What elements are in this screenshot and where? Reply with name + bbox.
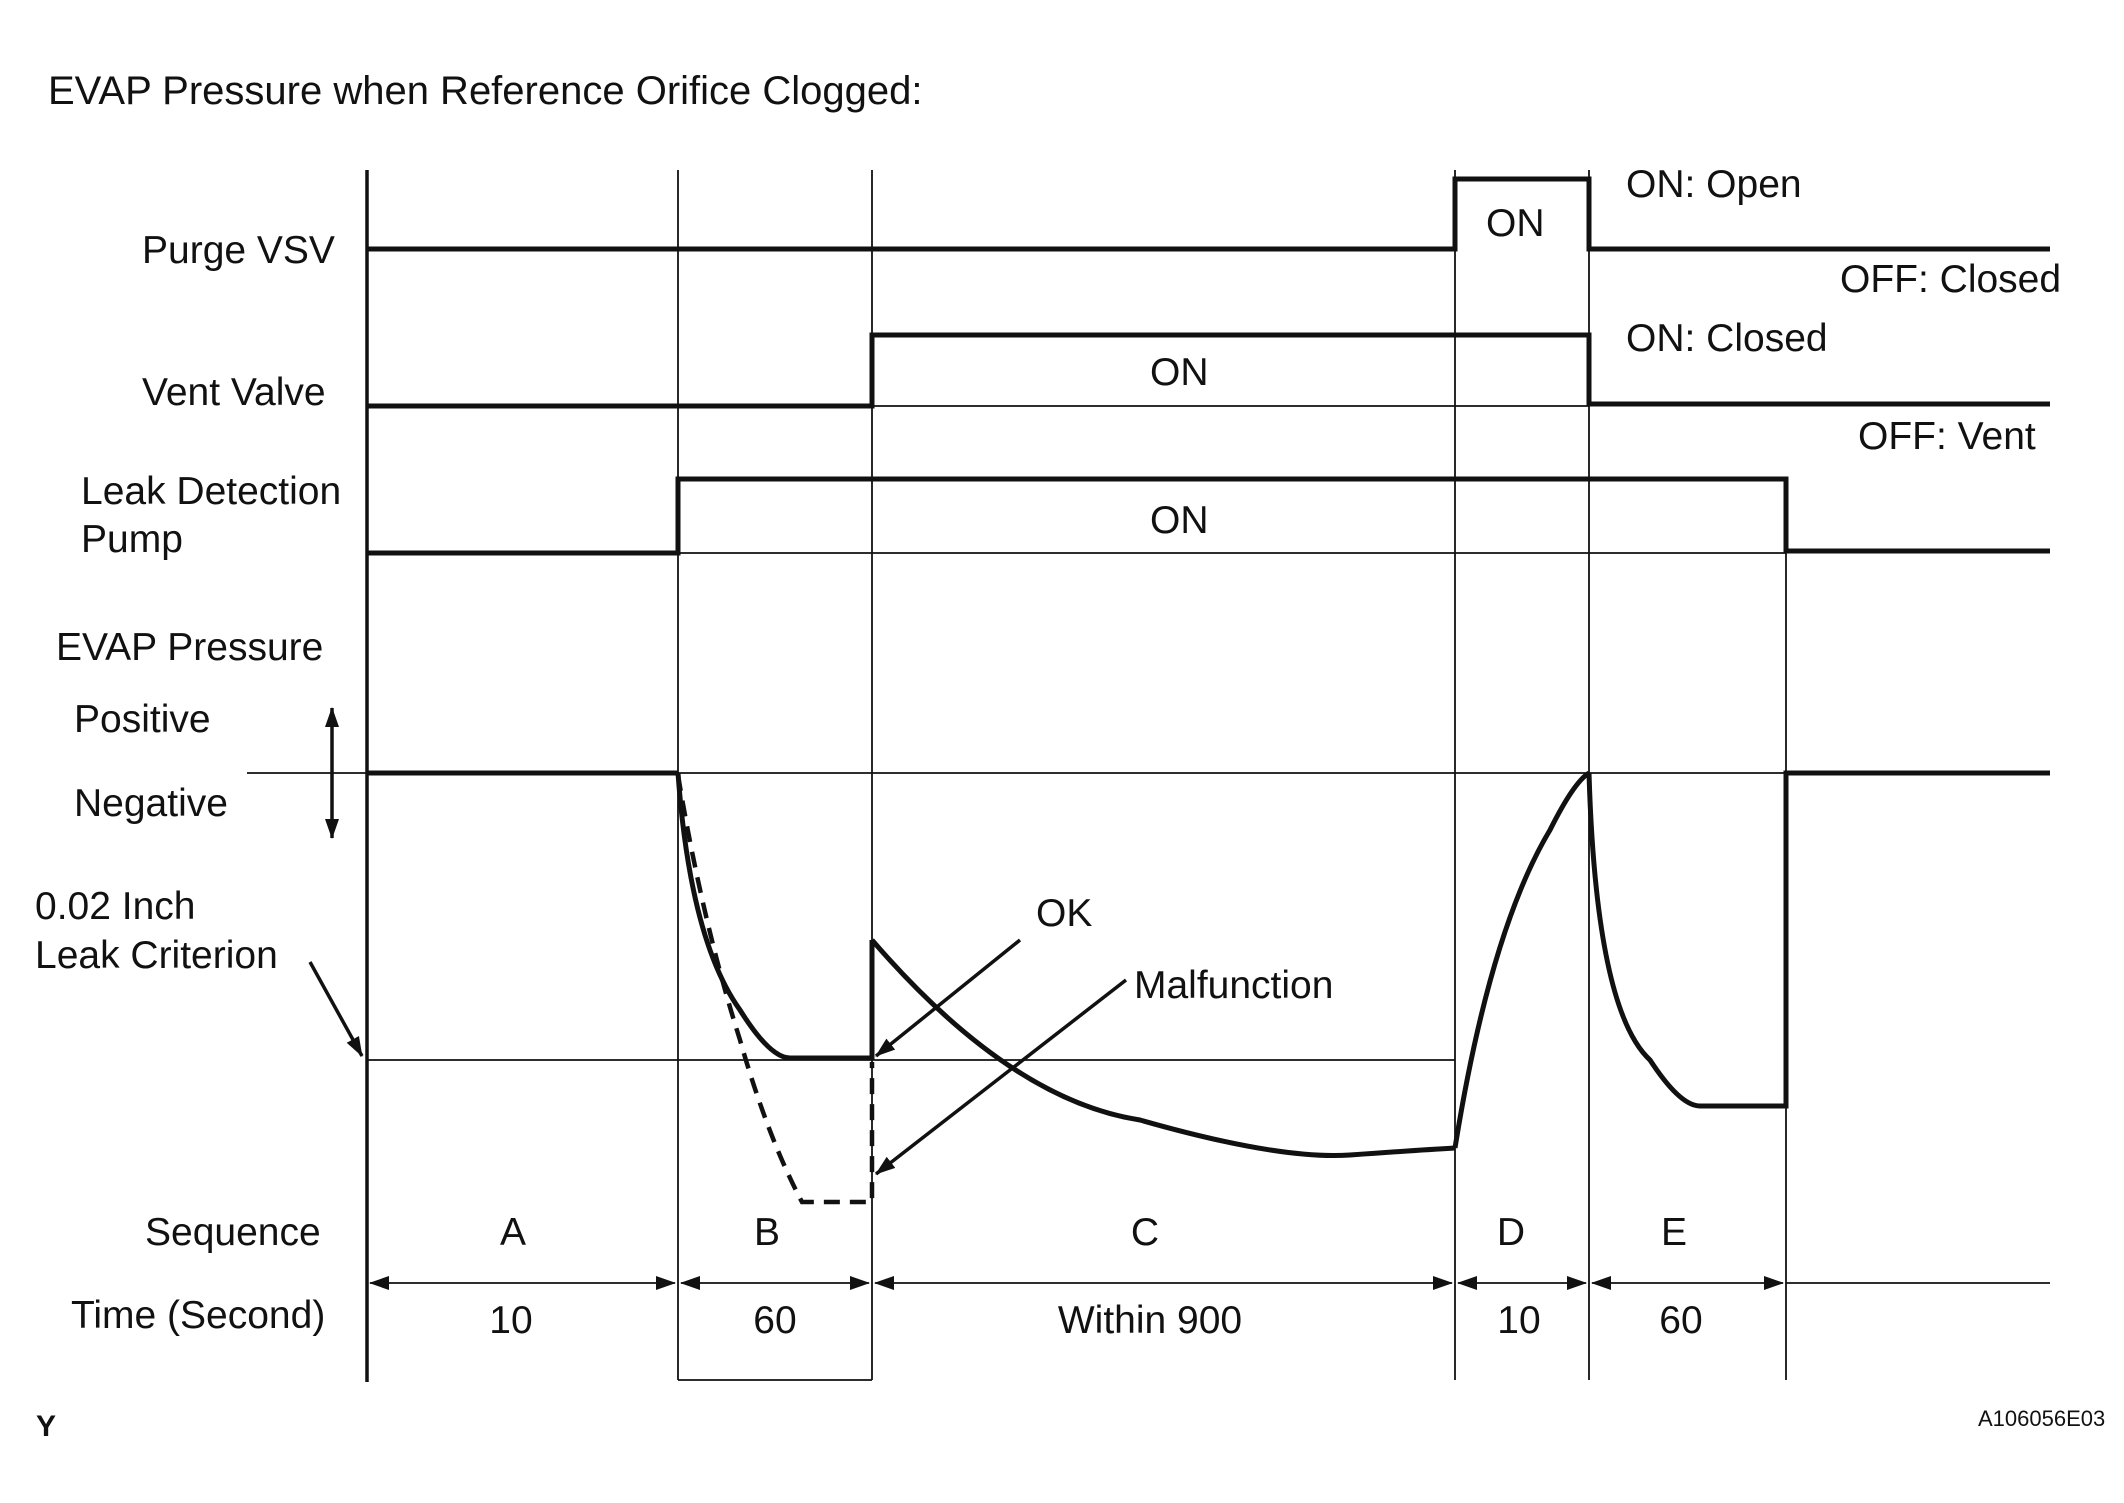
sequence-e: E (1661, 1211, 1687, 1254)
label-criterion-2: Leak Criterion (35, 934, 278, 977)
corner-mark: Y (36, 1410, 56, 1443)
time-a: 10 (489, 1299, 532, 1342)
sequence-c: C (1131, 1211, 1159, 1254)
vent-on-closed-note: ON: Closed (1626, 317, 1828, 360)
label-time: Time (Second) (71, 1294, 325, 1337)
label-criterion-1: 0.02 Inch (35, 885, 195, 928)
purge-vsv-on-label: ON (1486, 202, 1545, 245)
pressure-curve-e (1586, 770, 2050, 1109)
purge-on-open-note: ON: Open (1626, 163, 1802, 206)
label-sequence: Sequence (145, 1211, 321, 1254)
label-leak-pump-1: Leak Detection (81, 470, 341, 513)
leak-pump-on-label: ON (1150, 499, 1209, 542)
time-e: 60 (1659, 1299, 1702, 1342)
annotation-ok: OK (1036, 892, 1092, 935)
sequence-a: A (500, 1211, 526, 1254)
pressure-curve-ok (675, 772, 875, 1061)
sequence-labels: A B C D E (500, 1211, 1687, 1254)
annotation-malfunction: Malfunction (1134, 964, 1333, 1007)
figure-code: A106056E03 (1978, 1406, 2105, 1431)
pressure-curve-d (1452, 770, 1591, 1149)
time-values: 10 60 Within 900 10 60 (489, 1299, 1702, 1342)
leak-pump-signal (367, 476, 2050, 556)
label-positive: Positive (74, 698, 211, 741)
label-negative: Negative (74, 782, 228, 825)
time-c: Within 900 (1058, 1299, 1242, 1342)
label-leak-pump-2: Pump (81, 518, 183, 561)
pressure-curve-c (870, 938, 1456, 1159)
malfunction-arrow (874, 978, 1128, 1176)
label-purge-vsv: Purge VSV (142, 229, 335, 272)
purge-off-closed-note: OFF: Closed (1840, 258, 2061, 301)
label-vent-valve: Vent Valve (142, 371, 326, 414)
label-evap-pressure: EVAP Pressure (56, 626, 323, 669)
sequence-boundaries (677, 170, 1787, 1381)
sequence-d: D (1497, 1211, 1525, 1254)
vent-valve-on-label: ON (1150, 351, 1209, 394)
criterion-arrow (308, 961, 364, 1057)
pressure-curve-malfunction (675, 774, 875, 1205)
vent-valve-signal (367, 332, 2050, 409)
ok-arrow (874, 938, 1022, 1058)
time-b: 60 (753, 1299, 796, 1342)
diagram-title: EVAP Pressure when Reference Orifice Clo… (48, 69, 923, 113)
time-d: 10 (1497, 1299, 1540, 1342)
evap-pressure-curves (367, 770, 2050, 1205)
sequence-b: B (754, 1211, 780, 1254)
purge-vsv-signal (367, 176, 2050, 252)
vent-off-vent-note: OFF: Vent (1858, 415, 2036, 458)
